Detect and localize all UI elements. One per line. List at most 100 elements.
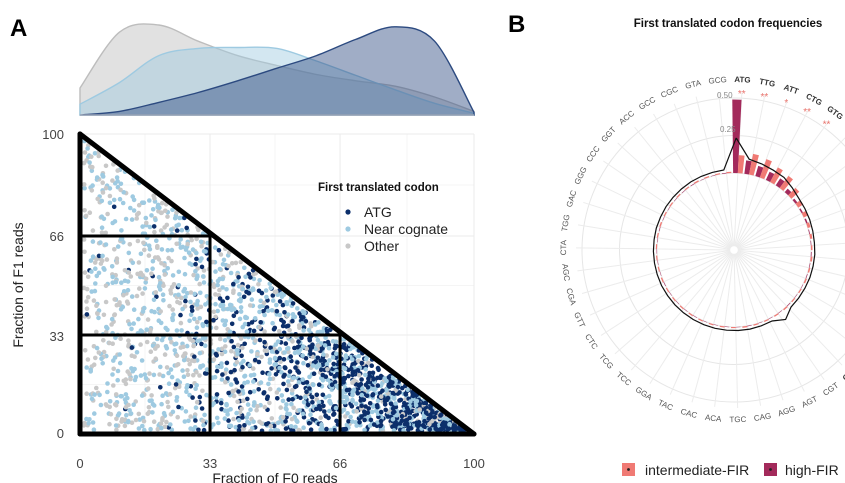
scatter-point <box>156 274 162 280</box>
scatter-point <box>247 362 253 368</box>
scatter-point <box>225 295 230 301</box>
scatter-point <box>178 320 184 326</box>
scatter-point <box>165 214 170 219</box>
polar-bar-high-fir <box>658 226 661 232</box>
scatter-point <box>366 376 371 381</box>
scatter-point <box>326 393 332 399</box>
scatter-point <box>315 329 321 335</box>
scatter-point <box>157 372 162 377</box>
scatter-point <box>178 312 183 318</box>
scatter-point <box>284 414 289 420</box>
scatter-point <box>395 384 401 390</box>
scatter-point <box>117 352 122 357</box>
scatter-point <box>99 356 104 362</box>
scatter-point <box>250 286 256 291</box>
scatter-point <box>447 421 452 427</box>
scatter-point <box>155 426 161 432</box>
scatter-point <box>282 365 288 370</box>
scatter-point <box>272 289 278 295</box>
polar-bar-intermediate-fir <box>660 277 664 283</box>
scatter-point <box>316 399 322 405</box>
scatter-point <box>144 339 150 345</box>
scatter-point <box>193 269 198 274</box>
polar-bar-high-fir <box>777 310 783 314</box>
polar-bar-high-fir <box>800 284 804 289</box>
scatter-point <box>118 187 123 193</box>
scatter-point <box>277 365 282 371</box>
scatter-point <box>321 352 326 357</box>
scatter-point <box>253 271 259 276</box>
scatter-point <box>350 419 355 424</box>
legend-key-atg <box>345 209 351 215</box>
scatter-point <box>94 329 99 335</box>
scatter-point <box>158 421 164 426</box>
scatter-point <box>238 336 244 341</box>
scatter-point <box>353 401 359 407</box>
scatter-point <box>99 225 105 230</box>
scatter-point <box>227 329 233 335</box>
polar-bar-intermediate-fir <box>726 171 732 174</box>
x-axis-ticks: 0 33 66 100 <box>76 456 484 471</box>
polar-bar-intermediate-fir <box>676 193 681 198</box>
polar-bar-high-fir <box>656 248 658 254</box>
scatter-point <box>192 354 197 360</box>
scatter-point <box>82 185 87 191</box>
scatter-point <box>257 337 263 343</box>
scatter-point <box>158 364 163 370</box>
scatter-point <box>159 247 165 252</box>
scatter-point <box>92 151 98 156</box>
scatter-point <box>244 415 250 420</box>
polar-bar-intermediate-fir <box>749 153 759 176</box>
angular-gridline <box>736 252 845 339</box>
scatter-point <box>167 303 172 309</box>
scatter-point <box>262 404 268 410</box>
scatter-point <box>231 344 237 350</box>
polar-bar-high-fir <box>683 308 688 312</box>
scatter-point <box>118 393 124 399</box>
legend-b: intermediate-FIR high-FIR <box>622 462 839 478</box>
scatter-point <box>245 284 251 290</box>
scatter-point <box>256 282 261 287</box>
scatter-point <box>99 198 105 204</box>
scatter-point <box>158 385 163 390</box>
scatter-point <box>286 345 291 351</box>
scatter-point <box>137 286 142 291</box>
scatter-point <box>246 321 251 327</box>
codon-label: AGC <box>560 263 571 282</box>
scatter-point <box>303 395 308 400</box>
scatter-point <box>378 394 384 399</box>
polar-bar-high-fir <box>663 281 666 287</box>
scatter-point <box>129 420 135 426</box>
scatter-point <box>199 406 205 411</box>
scatter-point <box>84 312 90 317</box>
scatter-point <box>143 376 149 381</box>
scatter-point <box>182 419 188 424</box>
scatter-point <box>125 369 130 374</box>
scatter-point <box>364 393 370 399</box>
polar-gridlines <box>576 92 845 408</box>
scatter-point <box>107 200 113 206</box>
scatter-point <box>199 341 204 347</box>
scatter-point <box>183 247 189 252</box>
scatter-point <box>262 312 267 318</box>
scatter-point <box>200 363 206 368</box>
codon-label: AGG <box>777 404 797 418</box>
polar-bar-high-fir <box>755 165 764 178</box>
polar-bar-intermediate-fir <box>731 326 736 329</box>
scatter-point <box>134 216 139 221</box>
scatter-point <box>140 291 145 296</box>
scatter-point <box>362 417 367 423</box>
scatter-point <box>315 337 321 343</box>
scatter-point <box>232 367 237 373</box>
scatter-point <box>145 317 151 322</box>
scatter-point <box>181 357 187 363</box>
scatter-point <box>249 349 254 354</box>
scatter-point <box>317 403 322 409</box>
codon-label: AGT <box>800 394 819 409</box>
polar-bar-high-fir <box>765 171 775 183</box>
scatter-point <box>284 407 289 412</box>
scatter-point <box>138 373 144 378</box>
scatter-point <box>240 286 246 292</box>
scatter-point <box>259 354 264 360</box>
scatter-point <box>370 370 376 376</box>
